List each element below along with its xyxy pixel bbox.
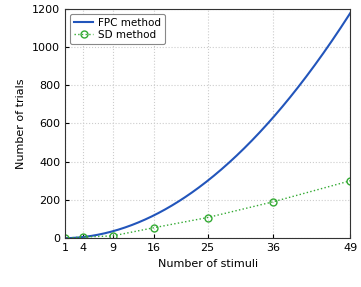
Y-axis label: Number of trials: Number of trials (17, 78, 26, 169)
FPC method (232, 156, 237, 159)
FPC method (303, 76, 308, 79)
SD method (63, 236, 67, 240)
FPC method (321, 51, 326, 55)
SD method (110, 234, 115, 238)
FPC method (63, 236, 67, 240)
FPC method (238, 151, 242, 155)
FPC method (348, 11, 352, 15)
Legend: FPC method, SD method: FPC method, SD method (70, 14, 165, 44)
SD method (152, 226, 156, 229)
SD method (348, 179, 352, 183)
Line: FPC method: FPC method (65, 13, 350, 238)
Line: SD method: SD method (61, 177, 354, 241)
SD method (271, 200, 275, 203)
FPC method (232, 156, 236, 160)
FPC method (64, 236, 68, 240)
SD method (205, 216, 210, 219)
X-axis label: Number of stimuli: Number of stimuli (157, 259, 258, 269)
SD method (81, 235, 85, 239)
